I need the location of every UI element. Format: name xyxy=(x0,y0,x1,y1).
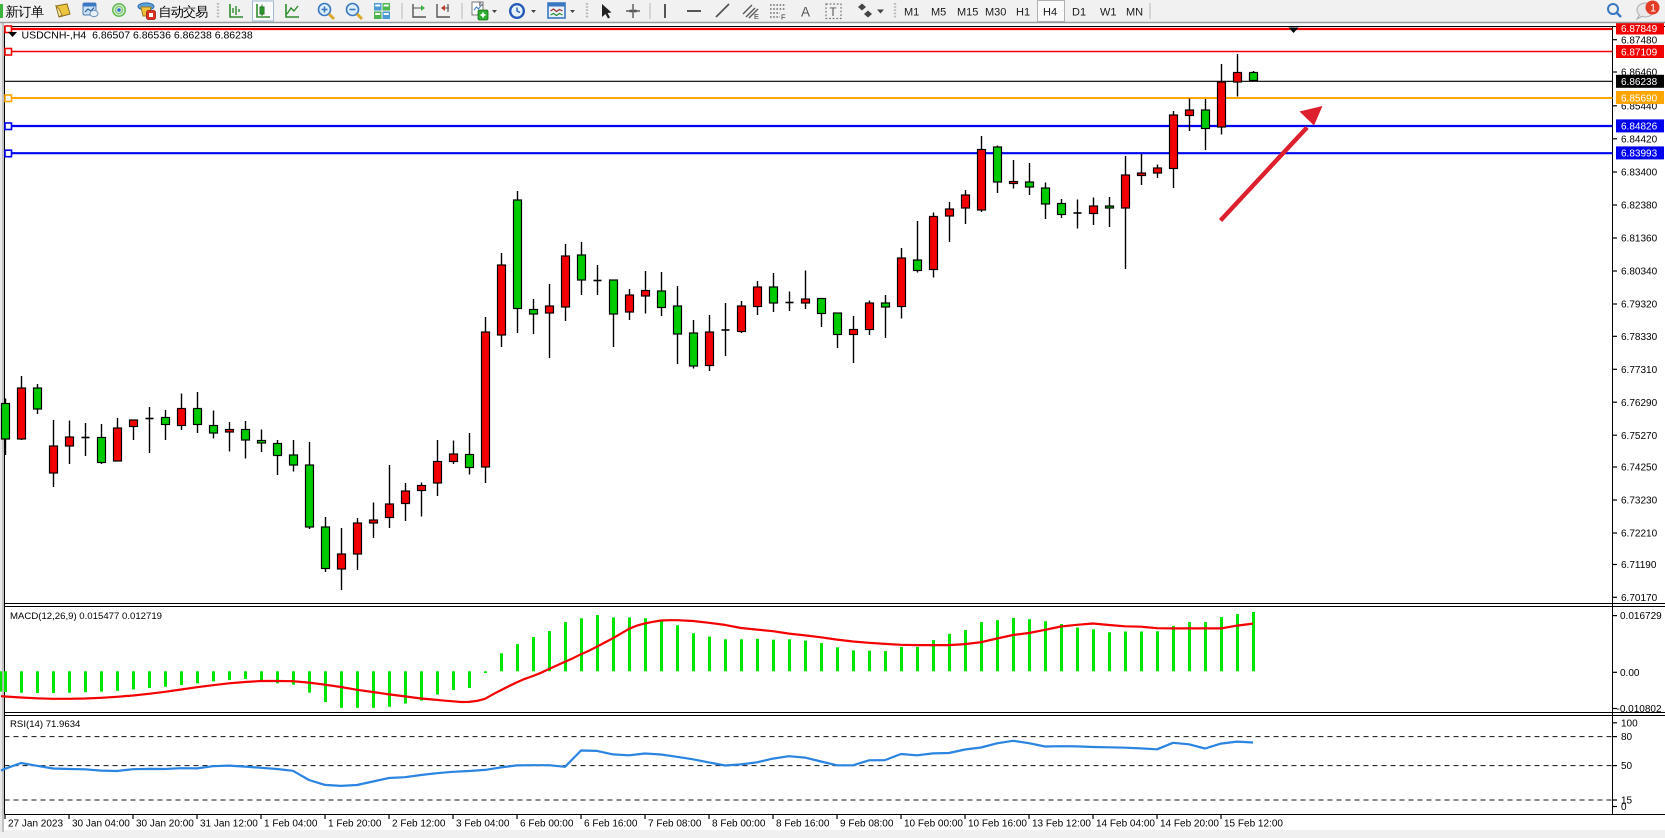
svg-text:M5: M5 xyxy=(931,6,946,18)
svg-text:D1: D1 xyxy=(1072,6,1086,18)
svg-text:8 Feb 00:00: 8 Feb 00:00 xyxy=(712,819,766,830)
svg-text:6.75270: 6.75270 xyxy=(1621,431,1658,442)
svg-text:13 Feb 12:00: 13 Feb 12:00 xyxy=(1032,819,1091,830)
svg-text:31 Jan 12:00: 31 Jan 12:00 xyxy=(200,819,258,830)
svg-text:10 Feb 00:00: 10 Feb 00:00 xyxy=(904,819,963,830)
svg-text:2 Feb 12:00: 2 Feb 12:00 xyxy=(392,819,446,830)
svg-text:M15: M15 xyxy=(957,6,978,18)
svg-text:6.77310: 6.77310 xyxy=(1621,365,1658,376)
svg-text:6.79320: 6.79320 xyxy=(1621,300,1658,311)
svg-text:50: 50 xyxy=(1621,761,1633,772)
svg-text:6.76290: 6.76290 xyxy=(1621,398,1658,409)
svg-text:USDCNH-,H4 6.86507 6.86536 6.: USDCNH-,H4 6.86507 6.86536 6.86238 6.862… xyxy=(22,30,253,42)
svg-text:6.81360: 6.81360 xyxy=(1621,234,1658,245)
svg-text:6.83400: 6.83400 xyxy=(1621,168,1658,179)
svg-text:7 Feb 08:00: 7 Feb 08:00 xyxy=(648,819,702,830)
svg-text:M30: M30 xyxy=(985,6,1006,18)
svg-text:3 Feb 04:00: 3 Feb 04:00 xyxy=(456,819,510,830)
svg-text:6.73230: 6.73230 xyxy=(1621,496,1658,507)
svg-text:E: E xyxy=(754,12,759,21)
svg-text:0.016729: 0.016729 xyxy=(1620,611,1662,622)
svg-text:H1: H1 xyxy=(1016,6,1030,18)
svg-text:6.85440: 6.85440 xyxy=(1621,101,1658,112)
svg-text:6.87480: 6.87480 xyxy=(1621,35,1658,46)
svg-text:14 Feb 04:00: 14 Feb 04:00 xyxy=(1096,819,1155,830)
svg-text:1: 1 xyxy=(1650,3,1656,15)
svg-text:F: F xyxy=(781,13,786,22)
svg-text:6.84420: 6.84420 xyxy=(1621,134,1658,145)
svg-text:8 Feb 16:00: 8 Feb 16:00 xyxy=(776,819,830,830)
svg-text:6.85690: 6.85690 xyxy=(1621,93,1658,104)
svg-text:15 Feb 12:00: 15 Feb 12:00 xyxy=(1224,819,1283,830)
svg-text:30 Jan 20:00: 30 Jan 20:00 xyxy=(136,819,194,830)
svg-text:27 Jan 2023: 27 Jan 2023 xyxy=(8,819,63,830)
svg-text:6.70170: 6.70170 xyxy=(1621,593,1658,604)
svg-text:1 Feb 20:00: 1 Feb 20:00 xyxy=(328,819,382,830)
svg-text:30 Jan 04:00: 30 Jan 04:00 xyxy=(72,819,130,830)
svg-text:80: 80 xyxy=(1621,732,1633,743)
svg-text:10 Feb 16:00: 10 Feb 16:00 xyxy=(968,819,1027,830)
svg-text:6.74250: 6.74250 xyxy=(1621,463,1658,474)
svg-text:14 Feb 20:00: 14 Feb 20:00 xyxy=(1160,819,1219,830)
svg-text:6.86460: 6.86460 xyxy=(1621,68,1658,79)
svg-text:15: 15 xyxy=(1621,796,1633,807)
svg-text:100: 100 xyxy=(1621,718,1638,729)
svg-text:6.86238: 6.86238 xyxy=(1621,77,1658,88)
svg-text:6.83993: 6.83993 xyxy=(1621,149,1658,160)
svg-text:W1: W1 xyxy=(1100,6,1117,18)
svg-text:RSI(14) 71.9634: RSI(14) 71.9634 xyxy=(10,719,81,730)
svg-text:6.87109: 6.87109 xyxy=(1621,47,1658,58)
svg-text:MN: MN xyxy=(1126,6,1143,18)
svg-text:6.78330: 6.78330 xyxy=(1621,332,1658,343)
svg-text:6.87849: 6.87849 xyxy=(1621,24,1658,35)
svg-text:0: 0 xyxy=(1621,802,1627,813)
svg-text:6.72210: 6.72210 xyxy=(1621,529,1658,540)
svg-text:T: T xyxy=(830,7,837,19)
svg-text:6.71190: 6.71190 xyxy=(1621,560,1657,571)
svg-text:-0.010802: -0.010802 xyxy=(1617,704,1662,715)
svg-text:MACD(12,26,9) 0.015477 0.01271: MACD(12,26,9) 0.015477 0.012719 xyxy=(10,611,162,622)
svg-text:9 Feb 08:00: 9 Feb 08:00 xyxy=(840,819,894,830)
svg-text:H4: H4 xyxy=(1043,6,1057,18)
svg-text:6 Feb 16:00: 6 Feb 16:00 xyxy=(584,819,638,830)
svg-text:0.00: 0.00 xyxy=(1620,668,1640,679)
svg-text:1 Feb 04:00: 1 Feb 04:00 xyxy=(264,819,318,830)
svg-text:M1: M1 xyxy=(904,6,919,18)
svg-text:6.84826: 6.84826 xyxy=(1621,122,1658,133)
svg-text:A: A xyxy=(801,5,810,20)
svg-text:6.82380: 6.82380 xyxy=(1621,201,1658,212)
svg-text:6.80340: 6.80340 xyxy=(1621,267,1658,278)
svg-text:6 Feb 00:00: 6 Feb 00:00 xyxy=(520,819,574,830)
